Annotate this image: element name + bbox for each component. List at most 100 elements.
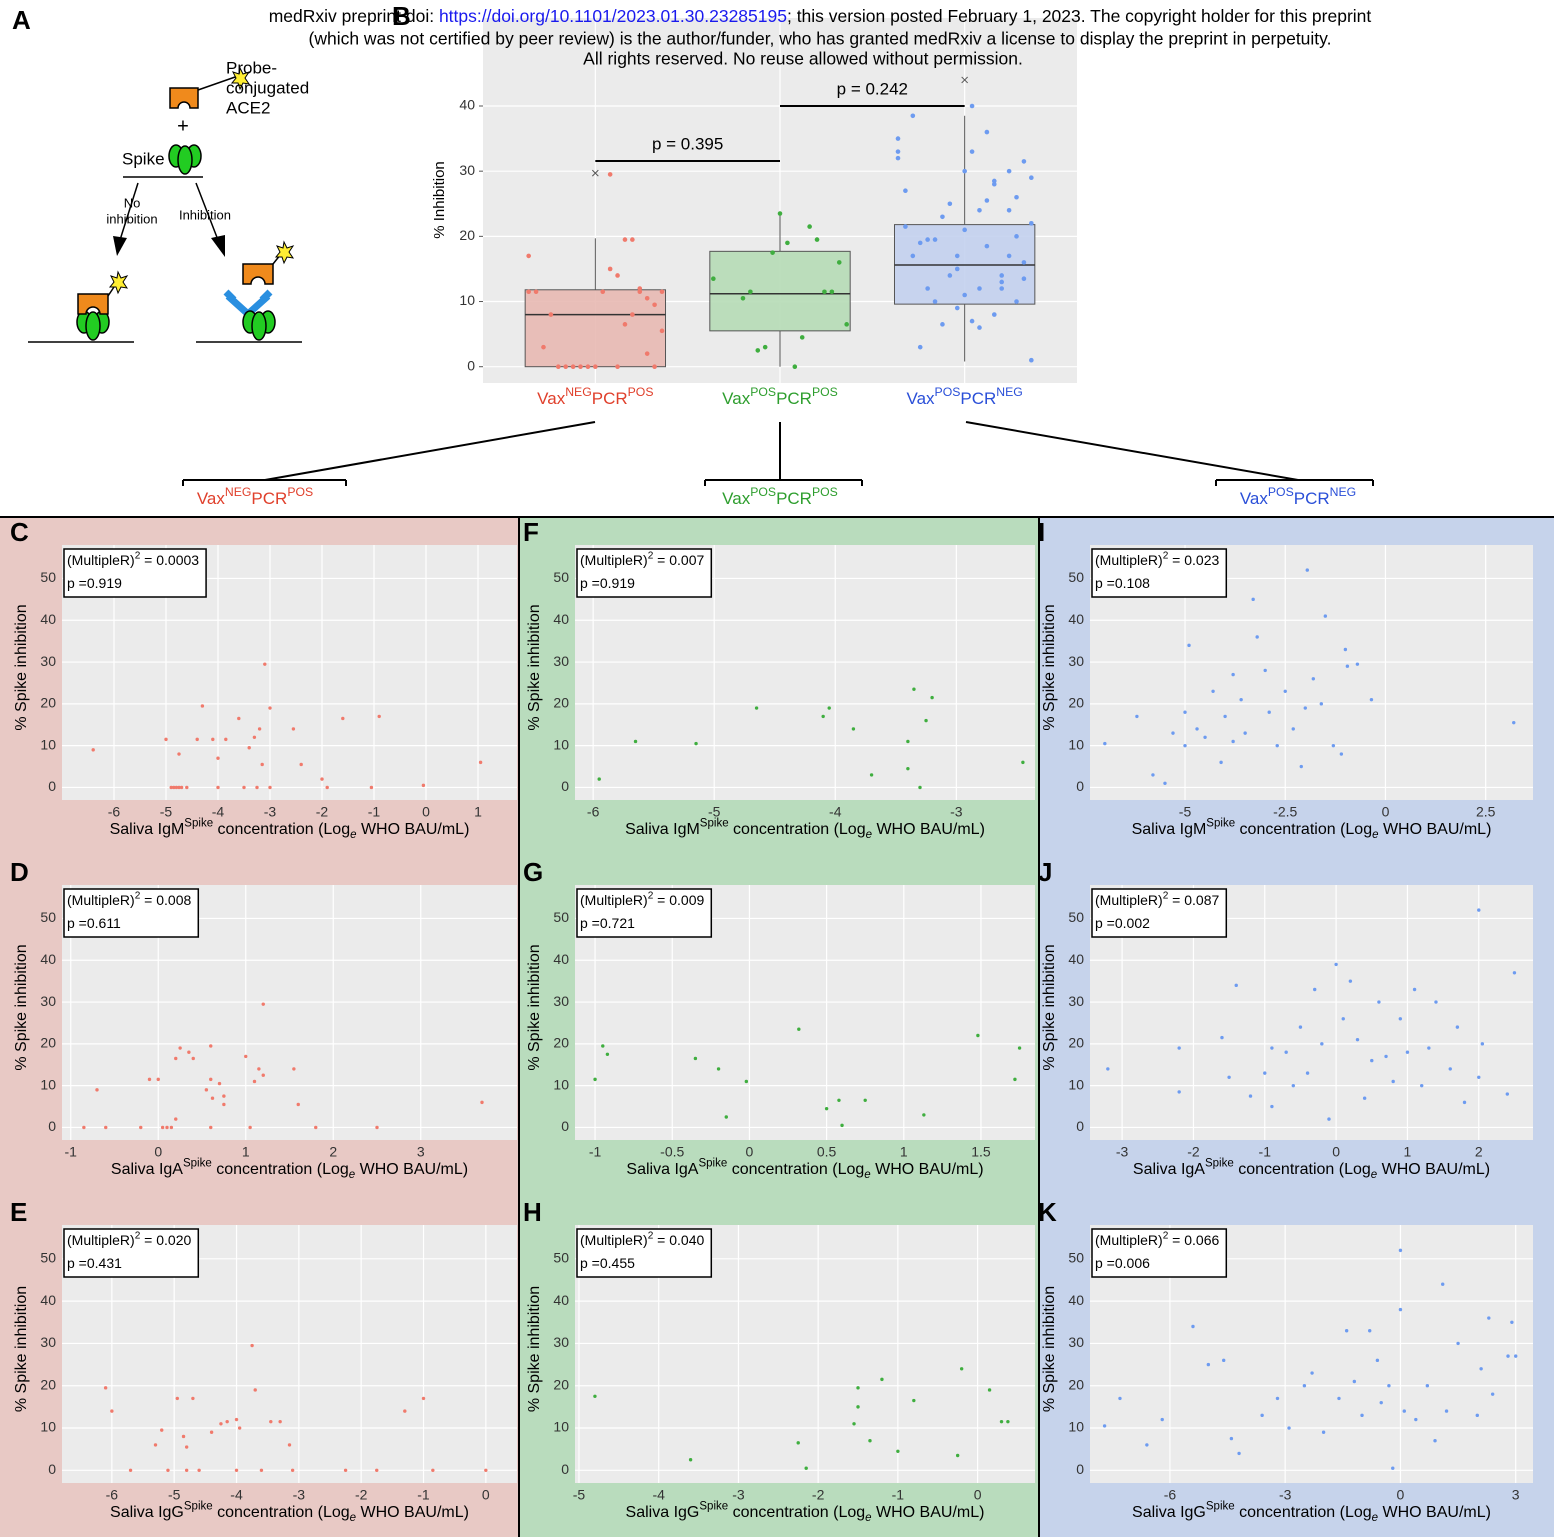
point xyxy=(856,1386,860,1390)
point xyxy=(1323,614,1328,618)
text-part: p =0.431 xyxy=(67,1255,122,1271)
point xyxy=(259,1468,264,1473)
panel-letter: B xyxy=(392,1,411,31)
y-tick-label: 20 xyxy=(459,227,475,243)
y-axis-label: % Spike inhibition xyxy=(13,1286,30,1412)
point xyxy=(895,149,901,154)
point xyxy=(369,785,374,790)
point xyxy=(247,746,251,750)
text-part: (MultipleR) xyxy=(580,1232,648,1248)
point xyxy=(261,1073,265,1077)
text-part: (MultipleR) xyxy=(1095,1232,1163,1248)
point xyxy=(290,1468,295,1473)
point xyxy=(104,1125,108,1130)
point xyxy=(325,785,329,790)
point xyxy=(209,1077,213,1082)
point xyxy=(1303,706,1307,710)
point xyxy=(822,289,827,295)
x-tick-label: 0 xyxy=(154,1144,162,1160)
text-part: (MultipleR) xyxy=(67,1232,135,1248)
point xyxy=(637,289,643,295)
x-tick-label: 3 xyxy=(417,1144,425,1160)
point xyxy=(1341,1017,1345,1021)
panel-letter: F xyxy=(523,517,539,547)
point xyxy=(895,136,901,141)
point xyxy=(1475,1413,1479,1418)
text-part: concentration (Log xyxy=(212,1161,349,1178)
branch-label: inhibition xyxy=(106,211,157,226)
y-tick-label: 50 xyxy=(553,569,569,585)
x-tick-label: 2 xyxy=(329,1144,337,1160)
x-tick-label: -3 xyxy=(1116,1144,1129,1160)
annotation-text: p =0.006 xyxy=(1095,1255,1150,1271)
text-part: = 0.0003 xyxy=(140,552,199,568)
point xyxy=(912,1398,916,1403)
point xyxy=(903,188,908,194)
x-tick-label: 0 xyxy=(1382,804,1390,820)
point xyxy=(991,181,997,187)
point xyxy=(175,1396,180,1401)
point xyxy=(1014,234,1019,239)
point xyxy=(222,1102,226,1107)
arrowhead xyxy=(211,235,225,257)
y-tick-label: 20 xyxy=(553,1376,569,1392)
point xyxy=(1377,1000,1381,1004)
y-axis-label: % Spike inhibition xyxy=(13,604,30,730)
point xyxy=(917,344,923,350)
point xyxy=(940,322,945,327)
point xyxy=(987,1388,992,1392)
point xyxy=(600,289,606,295)
x-tick-label: 0 xyxy=(422,804,430,820)
x-tick-label: 1 xyxy=(1404,1144,1412,1160)
point xyxy=(947,201,953,207)
point xyxy=(1477,1075,1481,1079)
annotation-text: (MultipleR)2 = 0.007 xyxy=(580,550,705,568)
point xyxy=(484,1468,488,1473)
panel-letter: K xyxy=(1038,1197,1057,1227)
point xyxy=(711,276,716,282)
point xyxy=(856,1405,860,1409)
text-part: e xyxy=(350,829,356,841)
text-part: POS xyxy=(750,485,776,499)
point xyxy=(1368,1329,1372,1333)
point xyxy=(796,1441,800,1445)
point xyxy=(962,292,967,298)
point xyxy=(169,785,173,790)
point xyxy=(156,1077,160,1082)
text-part: Spike xyxy=(1206,1501,1235,1513)
y-tick-label: 10 xyxy=(40,736,56,752)
point xyxy=(644,295,650,301)
p-value: p = 0.395 xyxy=(652,134,723,153)
text-part: concentration (Log xyxy=(213,1504,350,1521)
probe-label: Probe- xyxy=(226,58,277,77)
panel-letter: G xyxy=(523,857,543,887)
column-header: VaxPOSPCRNEG xyxy=(1240,485,1356,508)
point xyxy=(917,240,923,246)
x-tick-label: 0 xyxy=(1397,1487,1405,1503)
point xyxy=(95,1088,99,1092)
point xyxy=(91,748,95,752)
y-tick-label: 50 xyxy=(1068,569,1084,585)
point xyxy=(851,727,856,731)
point xyxy=(184,1468,189,1473)
point xyxy=(1191,1324,1195,1329)
text-part: Vax xyxy=(722,489,751,508)
point xyxy=(977,286,982,291)
point xyxy=(1160,1417,1164,1422)
point xyxy=(607,172,613,177)
point xyxy=(174,785,179,790)
point xyxy=(1398,1248,1403,1253)
point xyxy=(910,253,916,259)
text-part: e xyxy=(865,1512,871,1524)
point xyxy=(1456,1341,1460,1346)
point xyxy=(1313,987,1317,992)
point xyxy=(593,1077,597,1082)
point xyxy=(797,1027,801,1031)
point xyxy=(1227,1075,1231,1079)
point xyxy=(829,289,835,295)
point xyxy=(548,312,554,317)
point xyxy=(82,1125,86,1130)
spike-icon xyxy=(168,144,202,175)
x-tick-label: 2.5 xyxy=(1476,804,1496,820)
